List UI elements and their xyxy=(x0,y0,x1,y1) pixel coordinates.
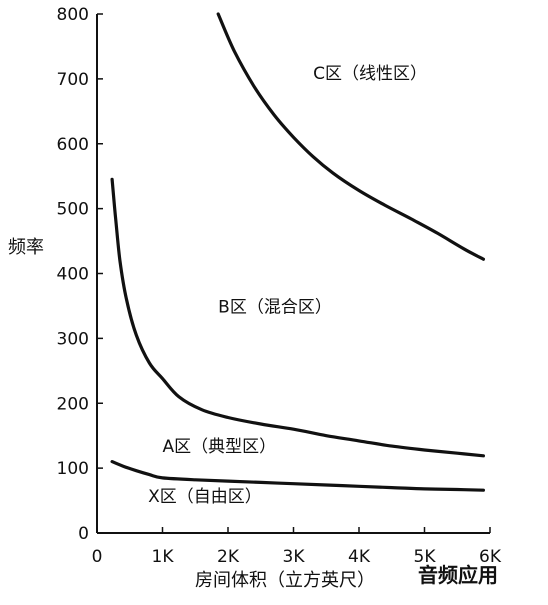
x-tick-label: 6K xyxy=(479,547,502,567)
region-label-1: C区（线性区） xyxy=(313,64,427,84)
boundary-curve-3 xyxy=(110,460,485,492)
series-lines xyxy=(110,12,485,492)
region-labels: C区（线性区） B区（混合区） A区（典型区） X区（自由区） xyxy=(148,64,427,507)
region-label-3: A区（典型区） xyxy=(163,437,277,457)
boundary-curve-2 xyxy=(110,177,485,458)
x-tick-label: 2K xyxy=(217,547,240,567)
x-tick-label: 4K xyxy=(348,547,371,567)
y-tick-label: 500 xyxy=(57,200,89,220)
y-tick-label: 200 xyxy=(57,394,89,414)
watermark-text: 音频应用 xyxy=(418,563,498,587)
region-label-4: X区（自由区） xyxy=(148,487,262,507)
boundary-curve-1 xyxy=(216,12,485,261)
x-tick-label: 0 xyxy=(92,547,103,567)
x-tick-label: 3K xyxy=(283,547,306,567)
y-axis-title: 频率 xyxy=(8,237,44,258)
y-tick-label: 400 xyxy=(57,265,89,285)
x-tick-label: 5K xyxy=(414,547,437,567)
y-tick-label: 100 xyxy=(57,459,89,479)
region-label-2: B区（混合区） xyxy=(218,297,332,317)
y-tick-label: 0 xyxy=(78,524,89,544)
axes: 0 100 200 300 400 500 600 700 800 0 1K 2K 3K 4K 5K 6K xyxy=(57,5,502,567)
y-tick-label: 600 xyxy=(57,135,89,155)
y-tick-label: 800 xyxy=(57,5,89,25)
y-tick-label: 700 xyxy=(57,70,89,90)
x-axis-title: 房间体积（立方英尺） xyxy=(195,570,375,591)
y-tick-label: 300 xyxy=(57,329,89,349)
x-tick-label: 1K xyxy=(152,547,175,567)
